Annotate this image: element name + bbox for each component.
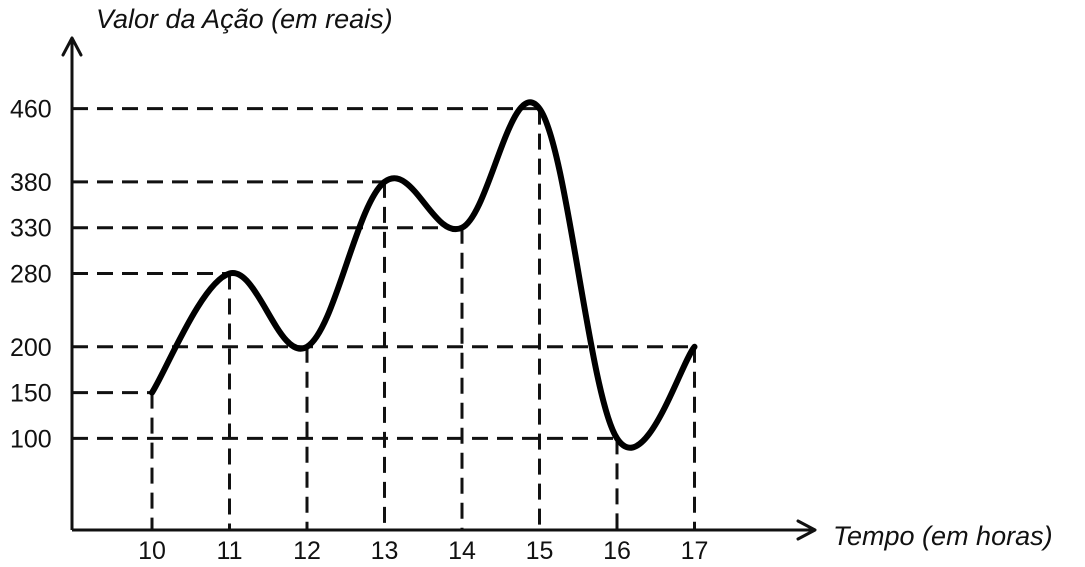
y-tick-380: 380 bbox=[10, 169, 52, 197]
y-axis-arrow-icon bbox=[61, 36, 83, 57]
x-tick-11: 11 bbox=[217, 537, 243, 565]
x-tick-16: 16 bbox=[603, 537, 631, 565]
y-tick-460: 460 bbox=[10, 96, 52, 124]
y-axis-title: Valor da Ação (em reais) bbox=[96, 4, 393, 34]
y-tick-280: 280 bbox=[10, 261, 52, 289]
y-tick-200: 200 bbox=[10, 334, 52, 362]
x-tick-labels: 10 11 12 13 14 15 16 17 bbox=[138, 537, 708, 565]
x-tick-12: 12 bbox=[293, 537, 321, 565]
y-tick-100: 100 bbox=[10, 425, 52, 453]
x-axis-arrow-icon bbox=[796, 519, 817, 541]
x-tick-14: 14 bbox=[448, 537, 476, 565]
y-tick-labels: 100 150 200 280 330 380 460 bbox=[10, 96, 52, 454]
axes bbox=[61, 36, 817, 541]
x-tick-10: 10 bbox=[138, 537, 166, 565]
series-line bbox=[149, 99, 698, 451]
x-axis-title: Tempo (em horas) bbox=[833, 521, 1053, 551]
x-tick-13: 13 bbox=[371, 537, 399, 565]
y-tick-330: 330 bbox=[10, 215, 52, 243]
y-tick-150: 150 bbox=[10, 380, 52, 408]
x-tick-15: 15 bbox=[526, 537, 554, 565]
x-tick-17: 17 bbox=[681, 537, 709, 565]
dashed-guide-lines bbox=[72, 107, 696, 530]
